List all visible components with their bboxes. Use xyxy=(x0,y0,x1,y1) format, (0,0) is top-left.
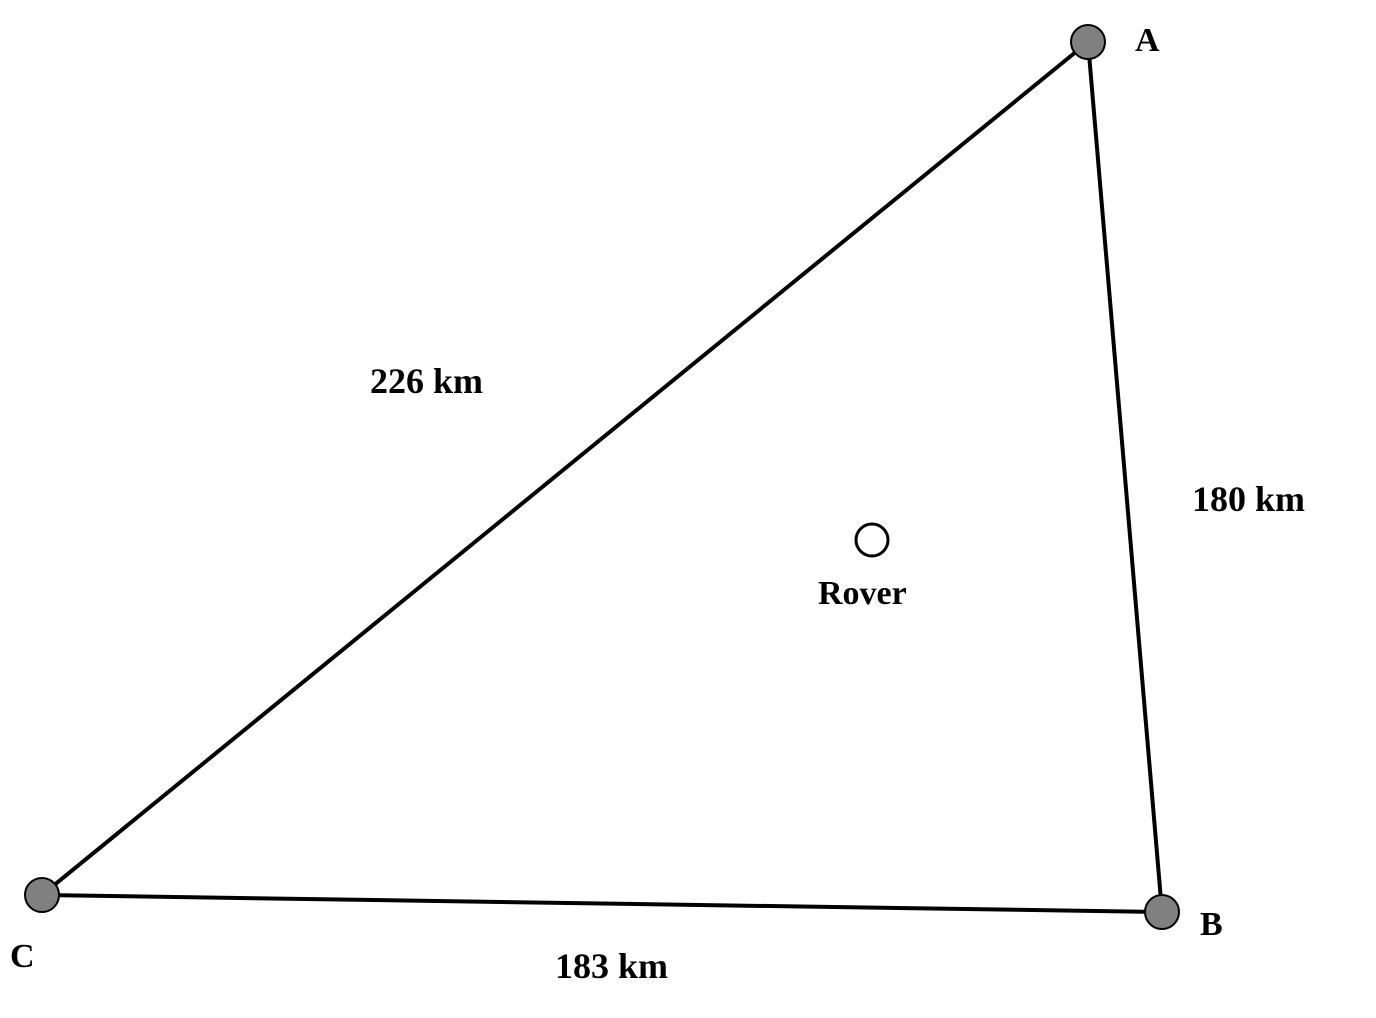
edge-AC xyxy=(42,42,1088,895)
nodes-group xyxy=(25,25,1179,929)
edges-group xyxy=(42,42,1162,912)
label-edge-AB: 180 km xyxy=(1192,478,1305,520)
node-A xyxy=(1071,25,1105,59)
triangle-diagram xyxy=(0,0,1376,1018)
label-edge-BC: 183 km xyxy=(555,945,668,987)
node-B xyxy=(1145,895,1179,929)
label-node-A: A xyxy=(1135,22,1160,60)
label-node-Rover: Rover xyxy=(818,575,907,613)
node-Rover xyxy=(856,524,888,556)
edge-AB xyxy=(1088,42,1162,912)
label-node-C: C xyxy=(10,938,35,976)
edge-BC xyxy=(42,895,1162,912)
node-C xyxy=(25,878,59,912)
label-node-B: B xyxy=(1200,906,1223,944)
label-edge-AC: 226 km xyxy=(370,360,483,402)
